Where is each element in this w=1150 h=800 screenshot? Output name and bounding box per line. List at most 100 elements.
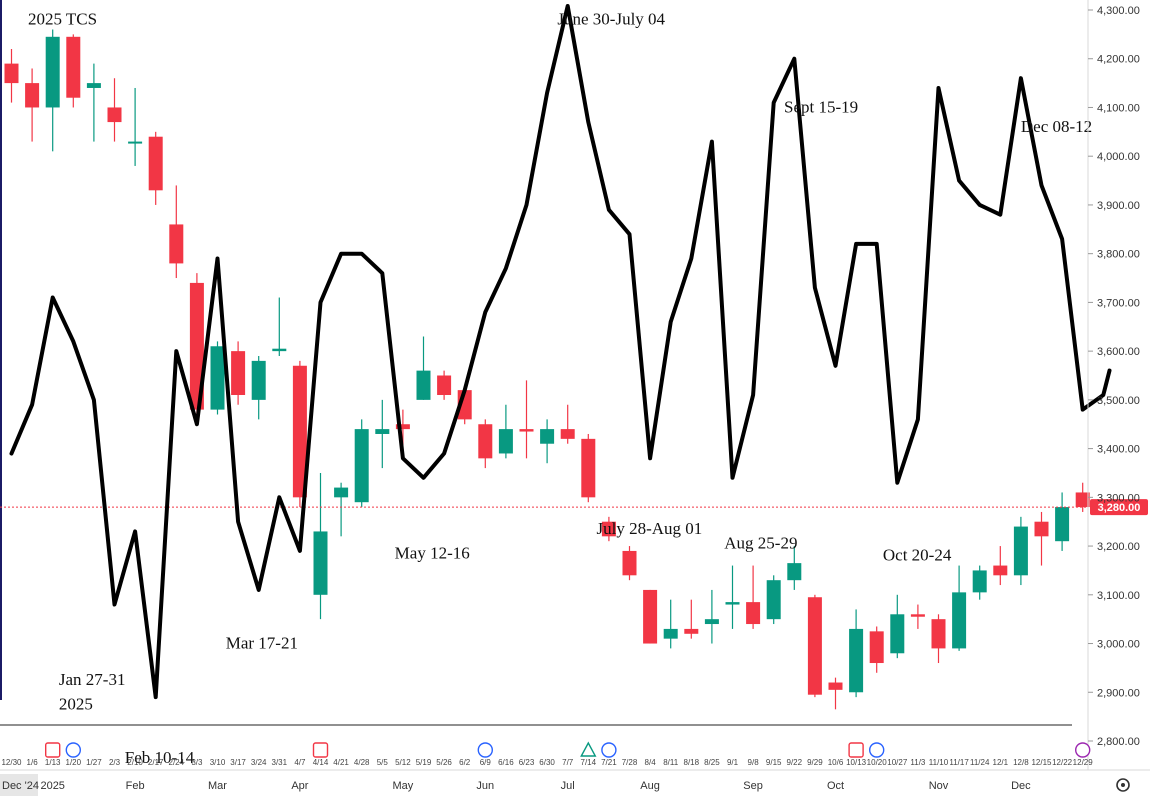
candle[interactable] <box>210 341 225 415</box>
candle[interactable] <box>313 472 328 620</box>
candle[interactable] <box>231 341 246 405</box>
candle[interactable] <box>931 614 946 664</box>
candle[interactable] <box>292 360 307 508</box>
annotations-layer: 2025 TCS June 30-July 04 Sept 15-19 Dec 08-… <box>28 10 1092 767</box>
price-tick-label: 2,800.00 <box>1097 736 1140 748</box>
candle[interactable] <box>952 565 967 651</box>
candle[interactable] <box>601 516 616 542</box>
candle[interactable] <box>581 433 596 503</box>
event-markers <box>45 741 1091 758</box>
candle-body <box>251 360 266 400</box>
candle[interactable] <box>189 273 204 420</box>
candle[interactable] <box>416 336 431 400</box>
candle-body <box>1013 526 1028 576</box>
annotation-label: May 12-16 <box>395 543 470 562</box>
candle-body <box>725 602 740 605</box>
candle-body <box>334 487 349 498</box>
candle[interactable] <box>128 87 143 166</box>
candle[interactable] <box>993 546 1008 586</box>
candle-body <box>375 429 390 434</box>
week-tick-label: 12/15 <box>1031 758 1052 767</box>
candle[interactable] <box>540 419 555 464</box>
candle[interactable] <box>375 399 390 469</box>
split-icon[interactable] <box>580 741 597 757</box>
candle[interactable] <box>828 677 843 710</box>
candle[interactable] <box>334 482 349 537</box>
candle[interactable] <box>354 419 369 508</box>
settings-icon[interactable] <box>1116 778 1130 792</box>
week-tick-label: 12/29 <box>1073 758 1094 767</box>
week-tick-label: 3/3 <box>191 758 203 767</box>
candle[interactable] <box>86 63 101 142</box>
month-tick-label: Dec <box>1011 780 1031 792</box>
candle[interactable] <box>1055 492 1070 551</box>
candle-body <box>148 136 163 191</box>
week-tick-label: 8/25 <box>704 758 720 767</box>
candle[interactable] <box>272 297 287 357</box>
candle[interactable] <box>251 356 266 420</box>
week-tick-label: 3/10 <box>210 758 226 767</box>
dividend-icon[interactable] <box>477 742 493 758</box>
time-axis[interactable]: 12/30 1/6 1/13 1/20 1/27 2/3 2/10 2/17 2/24 3/3 3/… <box>0 758 1093 796</box>
annotation-label: 2025 <box>59 694 93 713</box>
earnings-icon[interactable] <box>848 742 864 758</box>
week-tick-label: 1/6 <box>27 758 39 767</box>
month-tick-label: Apr <box>291 780 308 792</box>
candle[interactable] <box>890 594 905 659</box>
earnings-icon[interactable] <box>312 742 329 758</box>
candle[interactable] <box>849 609 864 698</box>
candle[interactable] <box>643 589 658 644</box>
candle[interactable] <box>169 185 184 279</box>
candle[interactable] <box>498 404 513 459</box>
candle[interactable] <box>107 78 122 142</box>
month-tick-label: Feb <box>126 780 145 792</box>
dividend-icon[interactable] <box>601 742 617 758</box>
week-tick-label: 6/23 <box>519 758 535 767</box>
candle[interactable] <box>869 626 884 673</box>
candle[interactable] <box>560 404 575 444</box>
candle[interactable] <box>25 68 40 142</box>
candle[interactable] <box>478 419 493 469</box>
candle-body <box>766 580 781 620</box>
candle[interactable] <box>766 575 781 625</box>
candle[interactable] <box>622 546 637 581</box>
price-tick-label: 4,100.00 <box>1097 102 1140 114</box>
dividend-icon[interactable] <box>869 742 885 758</box>
candle[interactable] <box>910 604 925 629</box>
candle[interactable] <box>725 565 740 629</box>
candle-body <box>86 83 101 88</box>
candle[interactable] <box>1075 482 1090 512</box>
candle-body <box>890 614 905 654</box>
candle[interactable] <box>437 370 452 400</box>
earnings-icon[interactable] <box>45 742 61 758</box>
candle-body <box>931 619 946 649</box>
week-tick-label: 8/18 <box>684 758 700 767</box>
annotation-label: July 28-Aug 01 <box>597 519 703 538</box>
candles-layer <box>4 29 1090 710</box>
candle-body <box>210 346 225 410</box>
flash-icon[interactable] <box>1074 742 1091 758</box>
candle[interactable] <box>704 589 719 644</box>
candle[interactable] <box>66 34 81 108</box>
candle-body <box>622 550 637 576</box>
candle[interactable] <box>519 380 534 459</box>
candle[interactable] <box>1034 511 1049 566</box>
candle[interactable] <box>972 565 987 600</box>
week-tick-label: 7/7 <box>562 758 574 767</box>
candle[interactable] <box>746 565 761 629</box>
candle[interactable] <box>684 599 699 639</box>
candle[interactable] <box>1013 516 1028 586</box>
week-tick-label: 11/3 <box>910 758 926 767</box>
candle[interactable] <box>4 48 19 103</box>
week-tick-label: 4/28 <box>354 758 370 767</box>
candle[interactable] <box>45 29 60 152</box>
dividend-icon[interactable] <box>65 742 82 758</box>
price-axis[interactable]: 2,800.00 2,900.00 3,000.00 3,100.00 3,200.00… <box>1088 5 1140 748</box>
candle[interactable] <box>787 546 802 590</box>
candle[interactable] <box>148 131 163 205</box>
candle-body <box>4 63 19 84</box>
candle[interactable] <box>807 594 822 698</box>
week-tick-label: 7/21 <box>601 758 617 767</box>
candle[interactable] <box>663 599 678 649</box>
